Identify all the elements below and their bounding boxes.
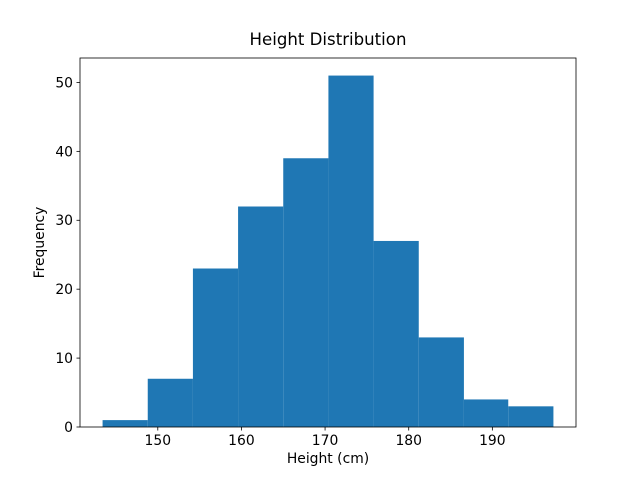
y-axis-label: Frequency	[32, 207, 48, 279]
histogram-bar	[463, 399, 509, 427]
x-tick-label: 170	[312, 433, 339, 449]
x-tick-label: 180	[395, 433, 422, 449]
x-tick-label: 150	[145, 433, 172, 449]
histogram-bars	[102, 75, 554, 427]
histogram-bar	[102, 420, 148, 427]
y-tick-label: 0	[64, 420, 73, 436]
histogram-bar	[373, 240, 419, 427]
x-tick-label: 190	[479, 433, 506, 449]
y-axis-ticks: 0 10 20 30 40 50	[55, 75, 80, 436]
histogram-bar	[147, 378, 193, 427]
plot-area: 150 160 170 180 190 0 10 20 30 40 50	[55, 57, 577, 449]
histogram-bar	[238, 206, 284, 427]
x-axis-label: Height (cm)	[287, 451, 369, 467]
plot-border	[79, 57, 577, 428]
y-tick-label: 10	[55, 351, 73, 367]
y-tick-label: 20	[55, 282, 73, 298]
chart-title: Height Distribution	[250, 30, 407, 49]
y-tick-label: 50	[55, 75, 73, 91]
y-tick-label: 40	[55, 144, 73, 160]
histogram-bar	[418, 337, 464, 427]
y-tick-label: 30	[55, 213, 73, 229]
histogram-bar	[192, 268, 239, 427]
histogram-bar	[328, 75, 374, 427]
x-tick-label: 160	[228, 433, 255, 449]
histogram-bar	[508, 406, 554, 427]
histogram-bar	[283, 158, 329, 427]
x-axis-ticks: 150 160 170 180 190	[145, 427, 506, 449]
